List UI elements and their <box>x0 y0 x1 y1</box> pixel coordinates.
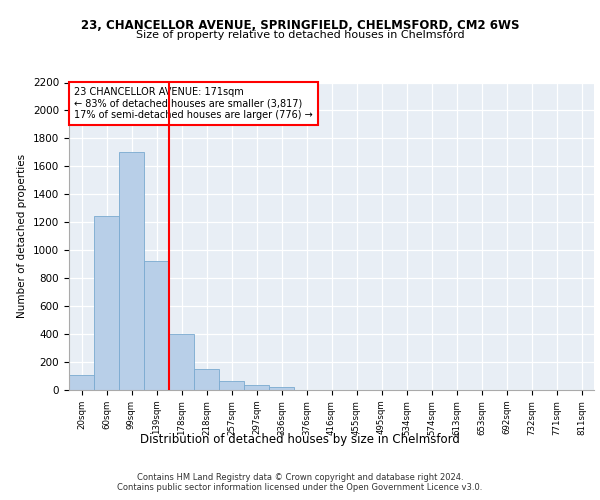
Text: Contains public sector information licensed under the Open Government Licence v3: Contains public sector information licen… <box>118 484 482 492</box>
Text: 23 CHANCELLOR AVENUE: 171sqm
← 83% of detached houses are smaller (3,817)
17% of: 23 CHANCELLOR AVENUE: 171sqm ← 83% of de… <box>74 87 313 120</box>
Text: Contains HM Land Registry data © Crown copyright and database right 2024.: Contains HM Land Registry data © Crown c… <box>137 472 463 482</box>
Bar <box>169 334 194 390</box>
Bar <box>269 387 294 390</box>
Bar <box>144 262 169 390</box>
Bar <box>244 385 269 390</box>
Y-axis label: Number of detached properties: Number of detached properties <box>17 154 28 318</box>
Text: Distribution of detached houses by size in Chelmsford: Distribution of detached houses by size … <box>140 432 460 446</box>
Text: 23, CHANCELLOR AVENUE, SPRINGFIELD, CHELMSFORD, CM2 6WS: 23, CHANCELLOR AVENUE, SPRINGFIELD, CHEL… <box>81 19 519 32</box>
Bar <box>219 381 244 390</box>
Bar <box>69 374 94 390</box>
Text: Size of property relative to detached houses in Chelmsford: Size of property relative to detached ho… <box>136 30 464 40</box>
Bar <box>94 216 119 390</box>
Bar <box>194 369 219 390</box>
Bar <box>119 152 144 390</box>
